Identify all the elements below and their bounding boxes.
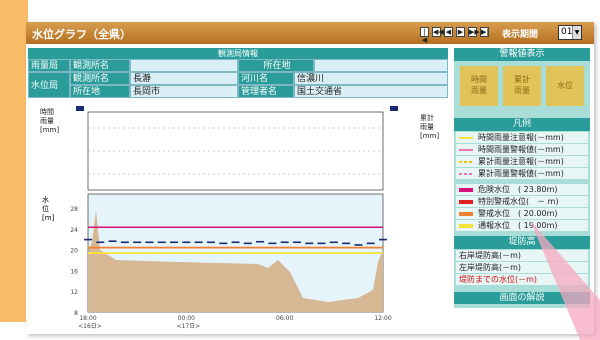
manager-name: 国土交通省 — [294, 85, 448, 98]
level-layer — [84, 210, 387, 312]
level-tick-label: 28 — [70, 206, 78, 213]
legend-level-item-2: 特別警戒水位( － m) — [456, 196, 588, 207]
location-label: 所在地 — [238, 59, 314, 72]
river-name: 信濃川 — [294, 72, 448, 85]
level-location: 長岡市 — [130, 85, 238, 98]
legend-header: 凡例 — [454, 118, 590, 131]
period-value: 01 — [561, 27, 573, 37]
rain-ylabel-right: 累計 — [420, 113, 434, 122]
level-tick-label: 16 — [70, 268, 78, 275]
legend-label: 時間雨量警報値(－mm) — [478, 145, 564, 154]
x-tick-label: 12:00 — [374, 315, 391, 322]
water-level-panel: 水位グラフ（全県） |◀ ◀◀ ◀ ▶ ▶▶ ▶| 表示期間 01 ▼ 観測局情… — [26, 22, 594, 334]
nav-forward-button[interactable]: ▶ — [456, 27, 465, 37]
background-accent — [0, 0, 28, 322]
nav-fast-back-button[interactable]: ◀◀ — [432, 27, 444, 37]
warn-toggle-water-level[interactable]: 水位 — [546, 66, 584, 106]
warn-water-level-label: 水位 — [557, 81, 573, 90]
nav-fast-forward-button[interactable]: ▶▶ — [468, 27, 480, 37]
legend-level-item-1: 危険水位 ( 23.80m) — [456, 184, 588, 195]
legend-label: 時間雨量注意報(－mm) — [478, 133, 564, 142]
water-level-chart: 時間 雨量 [mm] 累計 雨量 [mm] 水 位 [m] 28 24 20 16 12… — [28, 102, 450, 330]
rain-ylabel-right-2: 雨量 — [420, 123, 434, 131]
legend-swatch — [459, 212, 473, 216]
x-tick-label: 18:00 — [79, 315, 96, 322]
bank-right: 右岸堤防高(－m) — [456, 250, 588, 261]
x-sub-label: <17日> — [176, 323, 200, 330]
legend-swatch — [459, 224, 473, 228]
level-tick-label: 24 — [70, 227, 78, 234]
river-label: 河川名 — [238, 72, 294, 85]
level-tick-label: 20 — [70, 248, 78, 255]
title-bar: 水位グラフ（全県） |◀ ◀◀ ◀ ▶ ▶▶ ▶| 表示期間 01 ▼ — [26, 22, 594, 44]
x-tick-label: 00:00 — [178, 315, 195, 322]
pointer-highlight — [530, 220, 600, 340]
bank-left: 左岸堤防高(－m) — [456, 262, 588, 273]
legend-rain-item-2: 時間雨量警報値(－mm) — [456, 144, 588, 155]
warn-hourly-rain-label: 時間 雨量 — [471, 75, 487, 95]
rain-ylabel-right-3: [mm] — [420, 132, 439, 140]
legend-label: 累計雨量注意報(－mm) — [478, 157, 564, 166]
location-label-2: 所在地 — [70, 85, 130, 98]
bank-to-level-label: 堤防までの水位(－m) — [459, 275, 538, 284]
screen-usage-button[interactable]: 画面の解説 — [454, 292, 590, 304]
riverbed-profile — [88, 210, 383, 312]
bank-header: 堤防高 — [454, 236, 590, 249]
rain-legend-marker-right — [390, 106, 398, 111]
legend-label: 特別警戒水位( － m) — [478, 197, 559, 206]
legend-swatch — [459, 149, 473, 151]
ticks-layer: 28 24 20 16 12 818:00 00:00 06:00 12:00 <16日> <17日… — [70, 206, 391, 330]
nav-back-button[interactable]: ◀ — [444, 27, 453, 37]
manager-label: 管理者名 — [238, 85, 294, 98]
obs-name-label-2: 観測所名 — [70, 72, 130, 85]
rain-legend-marker-left — [76, 106, 84, 111]
legend-rain-item-4: 累計雨量警報値(－mm) — [456, 168, 588, 179]
level-tick-label: 8 — [74, 310, 78, 317]
level-ylabel: 水 — [42, 195, 49, 204]
legend-rain-item-3: 累計雨量注意報(－mm) — [456, 156, 588, 167]
x-sub-label: <16日> — [78, 323, 102, 330]
warn-cumulative-rain-label: 累計 雨量 — [514, 75, 530, 95]
legend-swatch — [459, 188, 473, 192]
rain-location — [314, 59, 448, 72]
nav-first-button[interactable]: |◀ — [420, 27, 429, 44]
period-select[interactable]: 01 ▼ — [558, 25, 582, 40]
page-title: 水位グラフ（全県） — [32, 28, 131, 41]
rain-obs-name — [130, 59, 238, 72]
bank-right-label: 右岸堤防高(－m) — [459, 251, 522, 260]
legend-swatch — [459, 173, 473, 175]
legend-rain-item-1: 時間雨量注意報(－mm) — [456, 132, 588, 143]
legend-level-item-3: 警戒水位 ( 20.00m) — [456, 208, 588, 219]
legend-label: 警戒水位 ( 20.00m) — [478, 209, 558, 218]
legend-label: 累計雨量警報値(－mm) — [478, 169, 564, 178]
obs-info-header: 観測局情報 — [28, 48, 448, 59]
warn-toggle-cumulative-rain[interactable]: 累計 雨量 — [503, 66, 541, 106]
rain-station-label: 雨量局 — [28, 59, 70, 72]
warn-toggle-hourly-rain[interactable]: 時間 雨量 — [460, 66, 498, 106]
legend-swatch — [459, 161, 473, 163]
level-obs-name: 長瀞 — [130, 72, 238, 85]
legend-label: 通報水位 ( 19.00m) — [478, 221, 558, 230]
bank-to-level: 堤防までの水位(－m) — [456, 274, 588, 285]
chevron-down-icon: ▼ — [572, 26, 581, 39]
bank-left-label: 左岸堤防高(－m) — [459, 263, 522, 272]
x-tick-label: 06:00 — [276, 315, 293, 322]
level-station-label: 水位局 — [28, 72, 70, 98]
chart-svg: 時間 雨量 [mm] 累計 雨量 [mm] 水 位 [m] 28 24 20 16 12… — [40, 106, 439, 330]
legend-label: 危険水位 ( 23.80m) — [478, 185, 558, 194]
period-label: 表示期間 — [502, 30, 539, 40]
obs-name-label: 観測所名 — [70, 59, 130, 72]
legend-swatch — [459, 200, 473, 204]
level-ylabel-2: 位 — [42, 204, 49, 213]
nav-last-button[interactable]: ▶| — [480, 27, 489, 37]
warn-display-header: 警報値表示 — [454, 48, 590, 61]
legend-level-item-4: 通報水位 ( 19.00m) — [456, 220, 588, 231]
level-tick-label: 12 — [70, 289, 78, 296]
rain-ylabel-left: 時間 — [40, 108, 54, 116]
rain-ylabel-left-3: [mm] — [40, 126, 59, 134]
legend-swatch — [459, 137, 473, 139]
rain-ylabel-left-2: 雨量 — [40, 117, 54, 125]
level-ylabel-3: [m] — [42, 214, 55, 222]
